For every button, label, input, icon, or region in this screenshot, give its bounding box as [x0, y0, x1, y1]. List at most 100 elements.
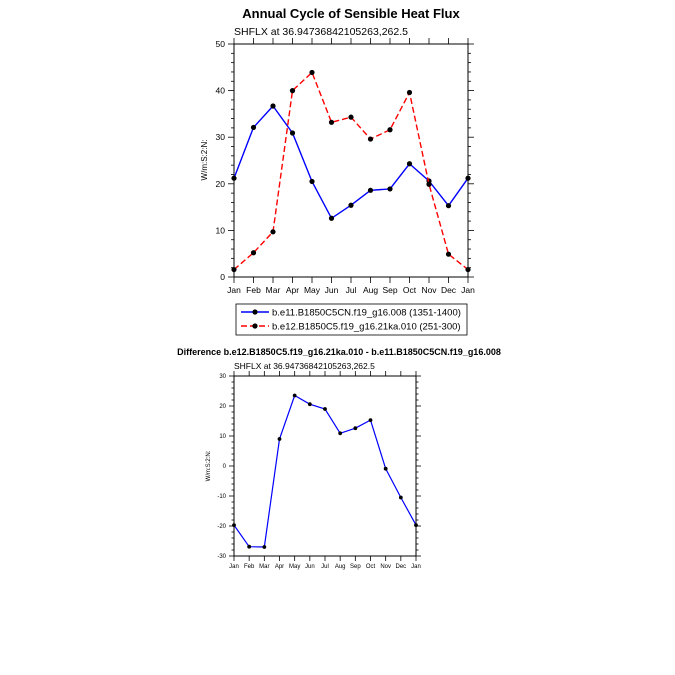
y-tick-label: 10 [219, 434, 226, 440]
chart-bottom-ylabel: W/m:S:2:N: [206, 450, 212, 481]
chart-top-yaxis: 0 10 20 30 40 50 [216, 39, 474, 282]
series-1-point [445, 251, 452, 257]
series-0-point [328, 215, 335, 221]
x-tick-label: Jan [411, 564, 421, 570]
y-tick-label: 0 [220, 272, 225, 282]
chart-top-ylabel: W/m:S:2:N: [200, 140, 209, 181]
series-0-point [277, 437, 282, 441]
x-tick-label: Oct [366, 564, 376, 570]
x-tick-label: Apr [275, 564, 284, 570]
series-line-0 [233, 394, 417, 548]
series-0-point [353, 426, 358, 431]
y-tick-label: 30 [216, 132, 226, 142]
series-0-point [289, 130, 296, 136]
x-tick-label: Sep [382, 285, 397, 295]
legend-marker-0 [252, 309, 258, 315]
series-0-point [231, 175, 237, 181]
x-tick-label: Aug [335, 564, 346, 570]
y-tick-label: 40 [216, 86, 226, 96]
series-0-point [398, 495, 403, 500]
x-tick-label: Dec [441, 285, 457, 295]
chart-bottom-subtitle: SHFLX at 36.94736842105263,262.5 [234, 361, 375, 371]
series-1-point [426, 181, 432, 187]
x-tick-label: May [304, 285, 321, 295]
x-tick-label: Feb [246, 285, 261, 295]
series-line-1 [233, 71, 469, 271]
series-0-point [338, 431, 343, 436]
x-tick-label: Apr [286, 285, 299, 295]
series-0-point [247, 544, 252, 549]
series-1-point [465, 266, 471, 273]
series-0-point [307, 402, 312, 407]
x-tick-label: Mar [259, 564, 269, 570]
legend-label-0: b.e11.B1850C5CN.f19_g16.008 (1351-1400) [272, 308, 461, 319]
x-tick-label: Jan [229, 564, 239, 570]
series-0-point [323, 407, 327, 411]
series-0-point [348, 202, 354, 208]
chart-bottom-xaxis: Jan Feb Mar Apr May Jun Jul Aug Sep Oct Nov Dec Jan [229, 371, 421, 570]
series-1-point [270, 229, 276, 235]
series-0-point [368, 418, 373, 422]
series-0-point [270, 103, 276, 109]
series-0-point [292, 393, 297, 398]
x-tick-label: Nov [421, 285, 437, 295]
series-line-0 [233, 104, 469, 220]
series-0-point [406, 161, 413, 167]
series-0-point [232, 523, 236, 527]
series-1-point [406, 89, 413, 96]
series-0-point [465, 175, 471, 181]
series-0-point [387, 186, 393, 192]
chart-top-subtitle: SHFLX at 36.94736842105263,262.5 [234, 26, 408, 38]
series-0-point [250, 124, 257, 131]
x-tick-label: May [289, 564, 300, 570]
x-tick-label: Mar [266, 285, 281, 295]
series-0-point [367, 187, 374, 193]
x-tick-label: Jun [325, 285, 339, 295]
chart-top-frame [233, 43, 469, 278]
series-0-point [445, 203, 452, 209]
chart-top-title: Annual Cycle of Sensible Heat Flux [242, 6, 460, 21]
y-tick-label: 20 [219, 404, 226, 410]
series-1-point [289, 88, 296, 94]
y-tick-label: -10 [217, 494, 226, 500]
series-1-point [348, 114, 354, 120]
x-tick-label: Jun [305, 564, 315, 570]
chart-bottom-yaxis: -30 -20 -10 0 10 20 30 [217, 374, 421, 560]
legend-label-1: b.e12.B1850C5.f19_g16.21ka.010 (251-300) [272, 322, 461, 333]
series-0-point [414, 523, 418, 527]
x-tick-label: Oct [403, 285, 417, 295]
y-tick-label: 30 [219, 374, 226, 380]
series-0-point [309, 178, 315, 185]
y-tick-label: 20 [216, 179, 226, 189]
x-tick-label: Jan [461, 285, 475, 295]
x-tick-label: Jul [321, 564, 329, 570]
y-tick-label: 10 [216, 225, 226, 235]
series-1-point [231, 266, 237, 273]
chart-bottom: Difference b.e12.B1850C5.f19_g16.21ka.01… [177, 347, 501, 570]
series-0-point [262, 545, 267, 549]
chart-top-legend: b.e11.B1850C5CN.f19_g16.008 (1351-1400) … [235, 303, 468, 336]
chart-bottom-frame [233, 375, 417, 557]
chart-top-xaxis: Jan Feb Mar Apr May Jun Jul Aug Sep Oct Nov Dec Jan [227, 38, 475, 295]
legend-marker-1 [252, 323, 258, 329]
series-1-point [387, 127, 393, 133]
chart-top: Annual Cycle of Sensible Heat Flux SHFLX… [200, 6, 475, 336]
series-1-point [250, 250, 257, 256]
y-tick-label: -20 [217, 524, 226, 530]
x-tick-label: Jul [346, 285, 357, 295]
series-1-point [367, 136, 374, 142]
series-1-point [328, 119, 335, 125]
series-0-point [383, 466, 388, 471]
chart-bottom-series [232, 393, 418, 549]
y-tick-label: 0 [223, 464, 227, 470]
x-tick-label: Aug [363, 285, 378, 295]
chart-bottom-title: Difference b.e12.B1850C5.f19_g16.21ka.01… [177, 347, 501, 357]
y-tick-label: -30 [217, 554, 226, 560]
x-tick-label: Nov [380, 564, 391, 570]
x-tick-label: Feb [244, 564, 255, 570]
y-tick-label: 50 [216, 39, 226, 49]
series-1-point [309, 69, 315, 76]
x-tick-label: Jan [227, 285, 241, 295]
x-tick-label: Sep [350, 564, 361, 570]
